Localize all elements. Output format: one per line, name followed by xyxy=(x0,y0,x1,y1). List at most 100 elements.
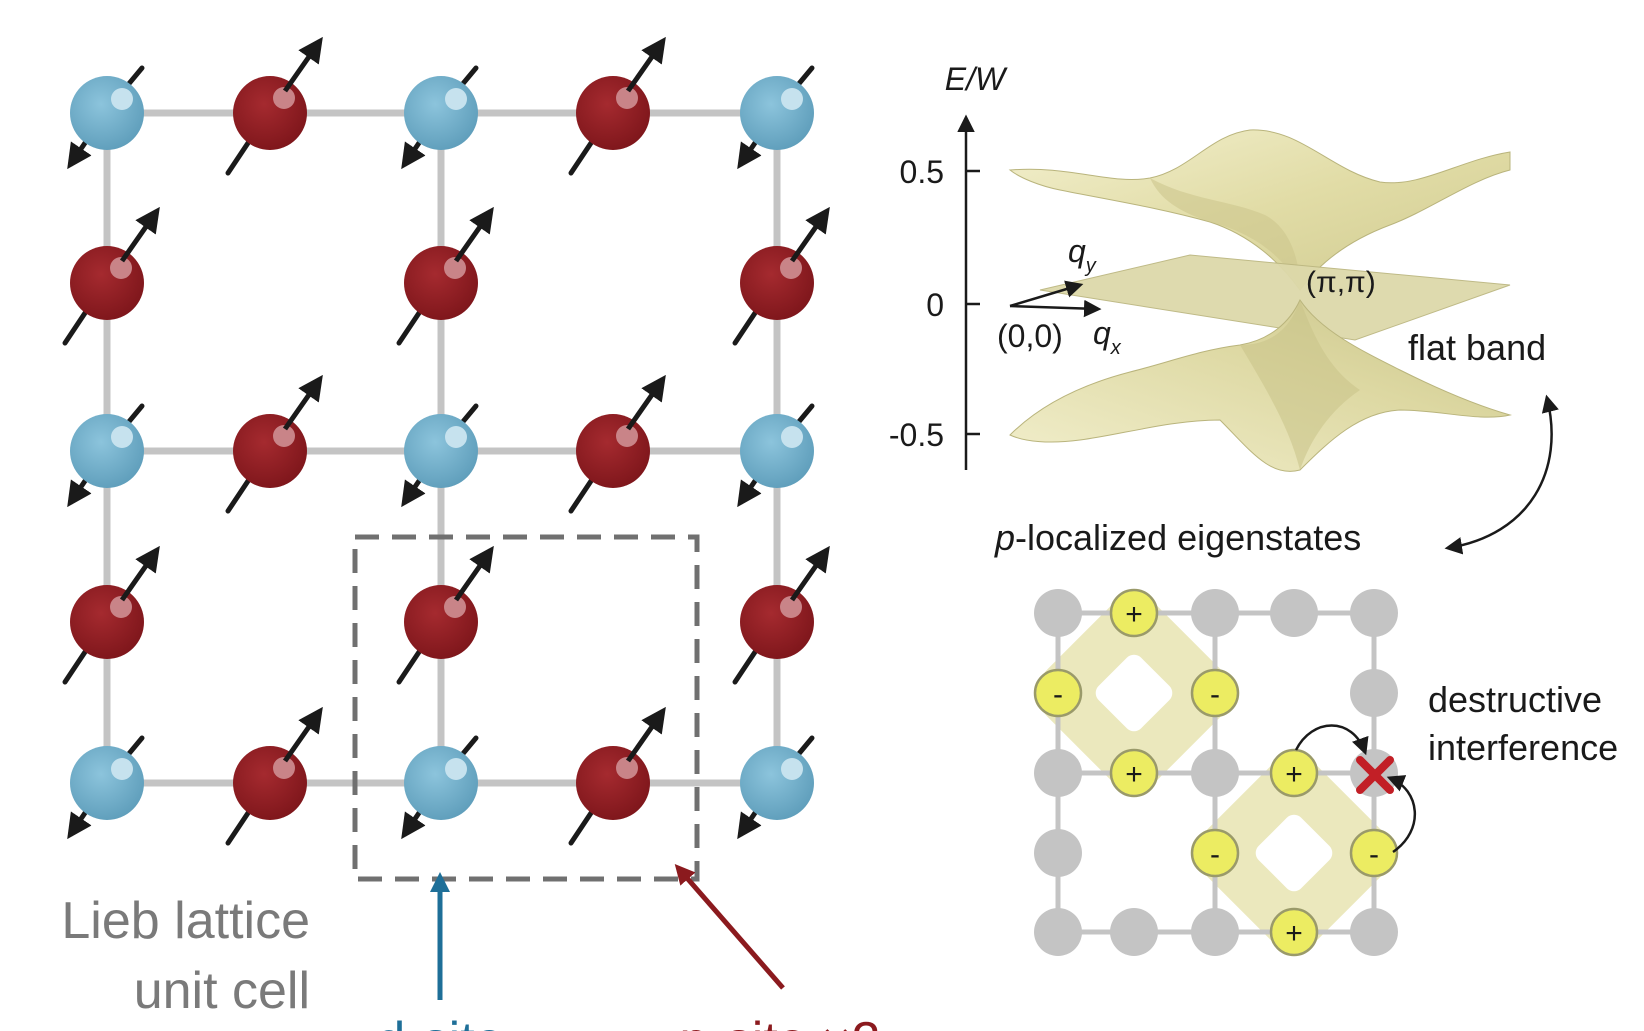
amplitude-disc xyxy=(1269,907,1319,957)
energy-axis-label: E/W xyxy=(945,61,1008,97)
plus-sign: + xyxy=(1125,758,1143,791)
spin-up-arrow-icon xyxy=(789,545,830,602)
p-site xyxy=(568,374,666,514)
minus-sign: - xyxy=(1210,838,1220,871)
sphere-highlight xyxy=(111,88,133,110)
qx-subscript: x xyxy=(1110,337,1122,359)
hop-arrow-from-minus xyxy=(1386,775,1417,854)
d-site-sphere xyxy=(740,746,814,820)
hop-arrow-from-plus xyxy=(1294,724,1369,756)
spin-tail xyxy=(62,646,90,685)
spin-up-arrow-icon xyxy=(625,374,666,431)
spin-down-arrow-icon xyxy=(737,476,762,508)
spin-tail xyxy=(62,307,90,346)
plaquette-hole xyxy=(1095,654,1173,732)
spin-down-arrow-icon xyxy=(401,138,426,170)
spin-tail xyxy=(458,65,479,89)
spin-tail xyxy=(794,65,815,89)
d-site-sphere xyxy=(70,76,144,150)
d-site xyxy=(401,65,479,170)
upper-band-surface xyxy=(1008,129,1511,291)
spin-tail xyxy=(732,307,760,346)
spin-tail xyxy=(396,646,424,685)
gray-site xyxy=(1034,749,1082,797)
p-site xyxy=(225,706,323,846)
spin-up-arrow-icon xyxy=(789,206,830,263)
sphere-highlight xyxy=(780,596,802,618)
amplitude-disc xyxy=(1109,748,1159,798)
sphere-highlight xyxy=(273,757,295,779)
qy-symbol: q xyxy=(1068,233,1086,269)
spin-tail xyxy=(568,475,596,514)
p-site-sphere xyxy=(70,585,144,659)
minus-sign: - xyxy=(1369,838,1379,871)
gray-site xyxy=(1191,749,1239,797)
p-site-sphere xyxy=(576,746,650,820)
d-site xyxy=(401,403,479,508)
band-structure-plot: E/W 0.5 0 -0.5 qy qx (0,0) (π,π) flat ba… xyxy=(889,61,1546,472)
amplitude-site-plus: + xyxy=(1109,748,1159,798)
cancel-x-icon xyxy=(1356,756,1394,794)
amplitude-site-plus: + xyxy=(1269,907,1319,957)
spin-tail xyxy=(225,807,253,846)
d-site-sphere xyxy=(404,746,478,820)
p-site xyxy=(568,36,666,176)
spin-up-arrow-icon xyxy=(119,545,160,602)
spin-tail xyxy=(568,137,596,176)
amplitude-site-minus: - xyxy=(1349,828,1399,878)
d-site-sphere xyxy=(740,76,814,150)
gray-site xyxy=(1350,908,1398,956)
d-site-sphere xyxy=(70,414,144,488)
d-site xyxy=(67,403,145,508)
amplitude-disc xyxy=(1109,588,1159,638)
d-site xyxy=(67,65,145,170)
d-site-sphere xyxy=(404,414,478,488)
amplitude-site-plus: + xyxy=(1109,588,1159,638)
d-site xyxy=(737,403,815,508)
p-site-sphere xyxy=(576,76,650,150)
sphere-highlight xyxy=(445,88,467,110)
spin-tail xyxy=(732,646,760,685)
unit-cell-dashed-box xyxy=(352,534,700,882)
amplitude-site-minus: - xyxy=(1190,828,1240,878)
spin-down-arrow-icon xyxy=(737,138,762,170)
unit-cell-label-line1: Lieb lattice xyxy=(61,892,310,950)
gray-site xyxy=(1350,669,1398,717)
d-site-label: d-site xyxy=(376,1012,503,1031)
gray-site xyxy=(1350,589,1398,637)
spin-up-arrow-icon xyxy=(119,206,160,263)
corner-momentum-label: (π,π) xyxy=(1306,266,1376,299)
spin-up-arrow-icon xyxy=(282,374,323,431)
interference-label-line2: interference xyxy=(1428,727,1618,768)
spin-tail xyxy=(225,137,253,176)
qx-axis-arrow xyxy=(1009,299,1102,318)
spin-up-arrow-icon xyxy=(282,36,323,93)
p-site xyxy=(568,706,666,846)
qx-symbol: q xyxy=(1093,315,1111,351)
p-site xyxy=(62,545,160,685)
flat-band-surface xyxy=(1039,254,1511,341)
p-site xyxy=(62,206,160,346)
amplitude-disc xyxy=(1349,828,1399,878)
amplitude-site-minus: - xyxy=(1190,668,1240,718)
spin-tail xyxy=(458,735,479,759)
sphere-highlight xyxy=(111,426,133,448)
p-site-sphere xyxy=(233,746,307,820)
sphere-highlight xyxy=(111,758,133,780)
p-site-sphere xyxy=(576,414,650,488)
p-site-sphere xyxy=(740,246,814,320)
d-site-sphere xyxy=(70,746,144,820)
spin-tail xyxy=(124,735,145,759)
amplitude-site-minus: - xyxy=(1033,668,1083,718)
p-site-label: p-site ×2 xyxy=(680,1012,881,1031)
sphere-highlight xyxy=(616,425,638,447)
qy-subscript: y xyxy=(1084,255,1097,277)
y-tick-label-0: 0 xyxy=(926,287,944,323)
sphere-highlight xyxy=(273,425,295,447)
spin-tail xyxy=(124,403,145,427)
localized-eigenstate-lattice: + - - + + - - + xyxy=(1033,588,1417,957)
plaquettes xyxy=(1037,596,1391,950)
gray-site xyxy=(1034,908,1082,956)
p-site xyxy=(396,545,494,685)
